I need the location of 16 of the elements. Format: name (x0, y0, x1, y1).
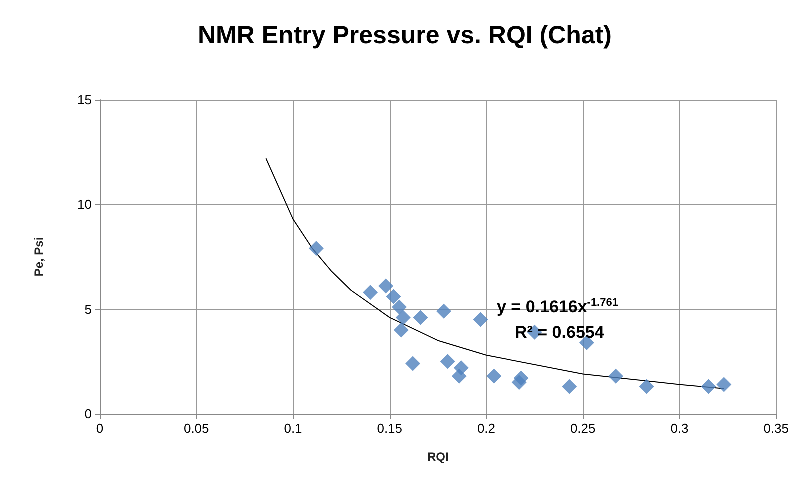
x-tick-label: 0.25 (570, 421, 596, 436)
x-tick-label: 0.05 (184, 421, 210, 436)
x-tick-label: 0.1 (284, 421, 302, 436)
x-tick-label: 0 (96, 421, 104, 436)
y-tick-label: 0 (84, 406, 92, 422)
x-tick-label: 0.3 (670, 421, 689, 436)
y-axis-title: Pe, Psi (32, 237, 46, 277)
x-axis-title: RQI (428, 450, 449, 464)
annotation: y = 0.1616x$^{-1.761}$ (497, 297, 618, 318)
y-tick-label: 10 (78, 197, 92, 212)
x-tick-label: 0.15 (377, 421, 403, 436)
y-tick-label: 15 (78, 92, 92, 108)
x-tick-label: 0.2 (477, 421, 496, 436)
chart-title: NMR Entry Pressure vs. RQI (Chat) (198, 22, 612, 50)
y-tick-label: 5 (84, 302, 92, 317)
x-tick-label: 0.35 (764, 421, 790, 436)
